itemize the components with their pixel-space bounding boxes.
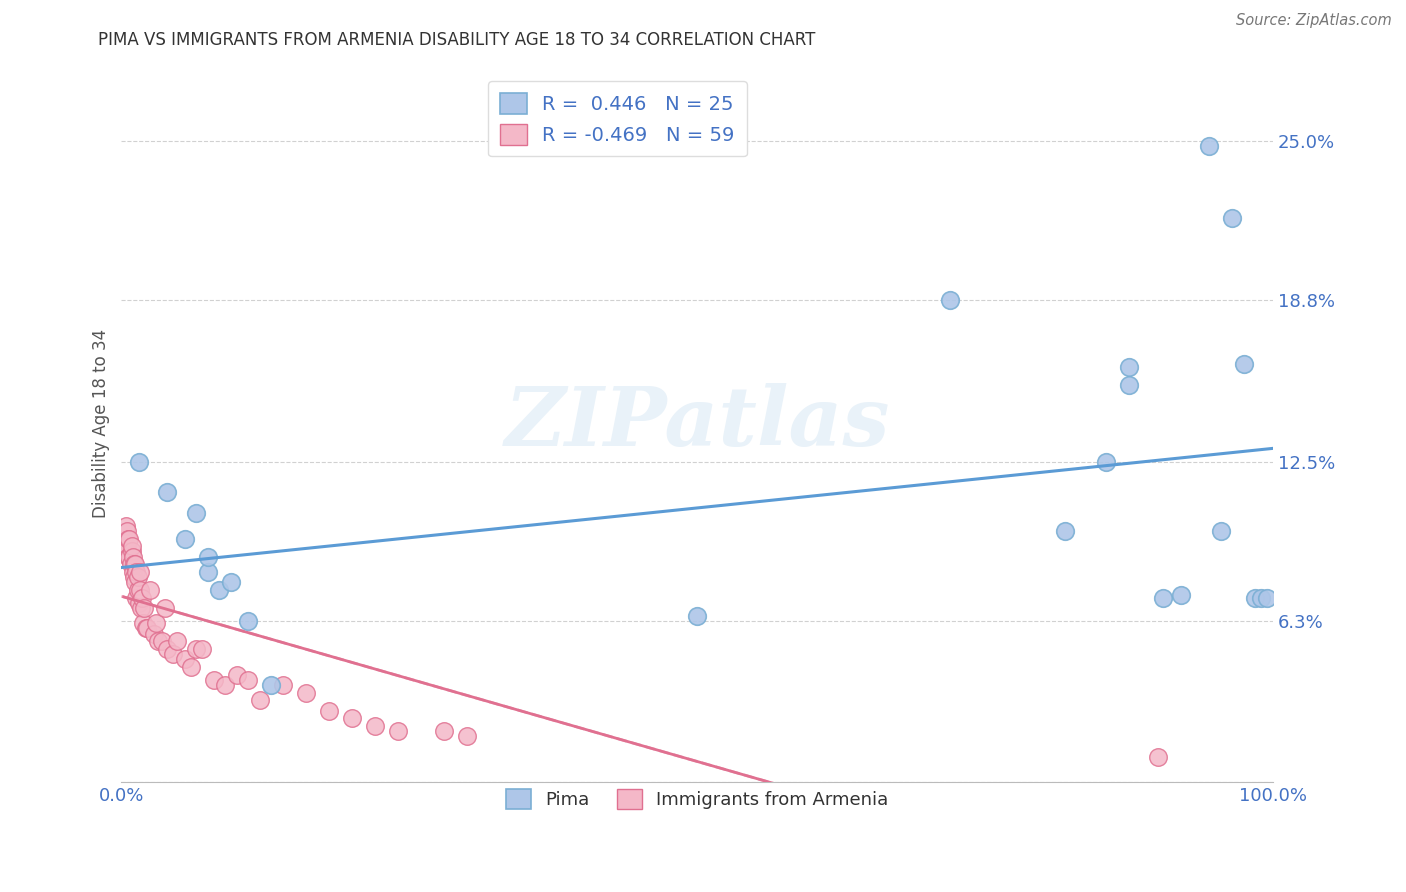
Point	[134, 601, 156, 615]
Point	[1146, 749, 1168, 764]
Point	[135, 622, 157, 636]
Point	[135, 622, 157, 636]
Point	[117, 549, 139, 564]
Point	[115, 540, 138, 554]
Point	[249, 693, 271, 707]
Point	[127, 582, 149, 597]
Point	[124, 575, 146, 590]
Point	[128, 596, 150, 610]
Point	[156, 642, 179, 657]
Point	[121, 540, 143, 554]
Point	[150, 634, 173, 648]
Point	[208, 582, 231, 597]
Point	[162, 647, 184, 661]
Point	[145, 616, 167, 631]
Point	[318, 704, 340, 718]
Point	[122, 549, 145, 564]
Point	[1118, 377, 1140, 392]
Point	[131, 591, 153, 605]
Point	[197, 565, 219, 579]
Point	[1118, 359, 1140, 374]
Point	[118, 532, 141, 546]
Point	[236, 614, 259, 628]
Y-axis label: Disability Age 18 to 34: Disability Age 18 to 34	[93, 328, 110, 517]
Point	[115, 519, 138, 533]
Point	[166, 634, 188, 648]
Point	[124, 558, 146, 572]
Point	[340, 711, 363, 725]
Point	[156, 485, 179, 500]
Point	[387, 724, 409, 739]
Point	[1250, 591, 1272, 605]
Point	[117, 532, 139, 546]
Point	[132, 616, 155, 631]
Text: Source: ZipAtlas.com: Source: ZipAtlas.com	[1236, 13, 1392, 29]
Point	[433, 724, 456, 739]
Point	[115, 524, 138, 538]
Point	[225, 667, 247, 681]
Text: PIMA VS IMMIGRANTS FROM ARMENIA DISABILITY AGE 18 TO 34 CORRELATION CHART: PIMA VS IMMIGRANTS FROM ARMENIA DISABILI…	[98, 31, 815, 49]
Point	[219, 575, 242, 590]
Point	[129, 601, 152, 615]
Point	[180, 660, 202, 674]
Point	[1152, 591, 1174, 605]
Point	[186, 642, 208, 657]
Point	[202, 673, 225, 687]
Point	[122, 558, 145, 572]
Point	[686, 608, 709, 623]
Point	[1209, 524, 1232, 538]
Point	[173, 652, 195, 666]
Point	[1198, 139, 1220, 153]
Point	[1170, 588, 1192, 602]
Point	[121, 544, 143, 558]
Point	[148, 634, 170, 648]
Point	[1244, 591, 1267, 605]
Point	[456, 729, 478, 743]
Point	[214, 678, 236, 692]
Point	[1220, 211, 1243, 225]
Point	[142, 626, 165, 640]
Point	[125, 591, 148, 605]
Point	[1094, 455, 1116, 469]
Point	[122, 565, 145, 579]
Point	[173, 532, 195, 546]
Point	[364, 719, 387, 733]
Point	[114, 540, 136, 554]
Point	[120, 558, 142, 572]
Point	[118, 549, 141, 564]
Point	[128, 582, 150, 597]
Point	[1233, 357, 1256, 371]
Point	[112, 532, 135, 546]
Point	[125, 565, 148, 579]
Point	[236, 673, 259, 687]
Point	[271, 678, 294, 692]
Point	[1054, 524, 1077, 538]
Point	[939, 293, 962, 307]
Point	[186, 506, 208, 520]
Point	[128, 455, 150, 469]
Point	[128, 565, 150, 579]
Point	[197, 549, 219, 564]
Point	[122, 570, 145, 584]
Point	[127, 570, 149, 584]
Point	[115, 544, 138, 558]
Point	[294, 685, 316, 699]
Point	[191, 642, 214, 657]
Legend: Pima, Immigrants from Armenia: Pima, Immigrants from Armenia	[498, 782, 896, 816]
Point	[153, 601, 176, 615]
Point	[139, 582, 162, 597]
Point	[260, 678, 283, 692]
Text: ZIPatlas: ZIPatlas	[505, 384, 890, 463]
Point	[1256, 591, 1278, 605]
